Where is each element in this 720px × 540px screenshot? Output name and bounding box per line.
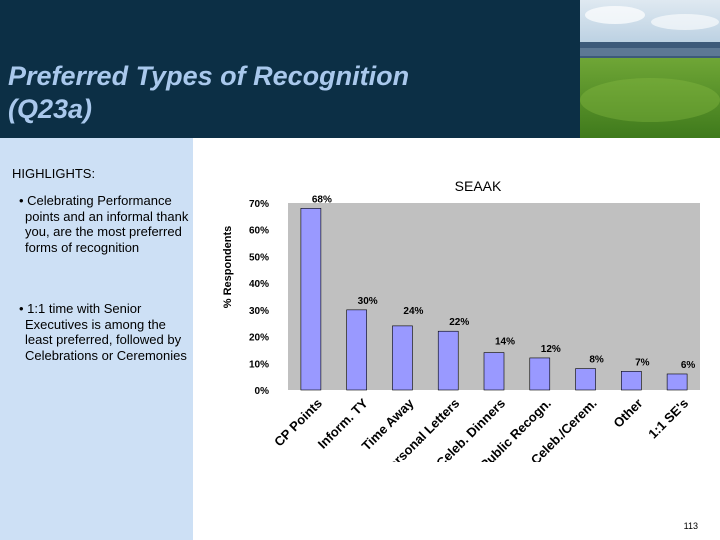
x-tick-label: 1:1 SE's — [645, 396, 691, 442]
bar-value-label: 24% — [403, 306, 423, 317]
header-banner: Preferred Types of Recognition (Q23a) — [0, 0, 720, 138]
bar-value-label: 8% — [589, 355, 604, 366]
bar-value-label: 30% — [358, 296, 378, 307]
bar-value-label: 7% — [635, 357, 650, 368]
y-tick-label: 70% — [249, 199, 269, 210]
bar — [300, 208, 322, 391]
bar — [346, 309, 367, 391]
bar — [437, 330, 459, 391]
bar-value-label: 6% — [681, 360, 696, 371]
bar — [483, 352, 505, 391]
highlights-heading: HIGHLIGHTS: — [12, 166, 96, 181]
page-title-line1: Preferred Types of Recognition — [8, 61, 410, 91]
bar — [575, 368, 596, 391]
y-axis-label: % Respondents — [222, 226, 234, 309]
y-tick-label: 20% — [249, 333, 269, 344]
bar — [392, 325, 413, 391]
y-tick-label: 60% — [249, 226, 269, 237]
page-number: 113 — [683, 521, 698, 531]
y-tick-label: 50% — [249, 252, 269, 263]
page-title: Preferred Types of Recognition (Q23a) — [8, 60, 409, 126]
bar-value-label: 68% — [312, 194, 332, 205]
bar-value-label: 14% — [495, 337, 515, 348]
highlight-bullet-2: • 1:1 time with Senior Executives is amo… — [19, 301, 187, 363]
chart-title: SEAAK — [455, 178, 502, 194]
y-tick-label: 0% — [255, 386, 270, 397]
bar-value-label: 22% — [449, 317, 469, 328]
y-tick-label: 10% — [249, 359, 269, 370]
bar-value-label: 12% — [541, 344, 561, 355]
page-title-line2: (Q23a) — [8, 94, 93, 124]
x-tick-label: Other — [610, 396, 645, 431]
bar — [666, 373, 688, 391]
bar — [621, 371, 642, 391]
highlights-sidebar — [0, 138, 193, 540]
highlight-bullet-1: • Celebrating Performance points and an … — [19, 193, 189, 255]
crowd-on-grass-photo — [580, 0, 720, 138]
y-tick-label: 30% — [249, 306, 269, 317]
bar — [529, 357, 551, 391]
y-tick-label: 40% — [249, 279, 269, 290]
bar-chart: SEAAK % Respondents 0% 10% 20% 30% 40% 50% 60%… — [222, 178, 700, 462]
